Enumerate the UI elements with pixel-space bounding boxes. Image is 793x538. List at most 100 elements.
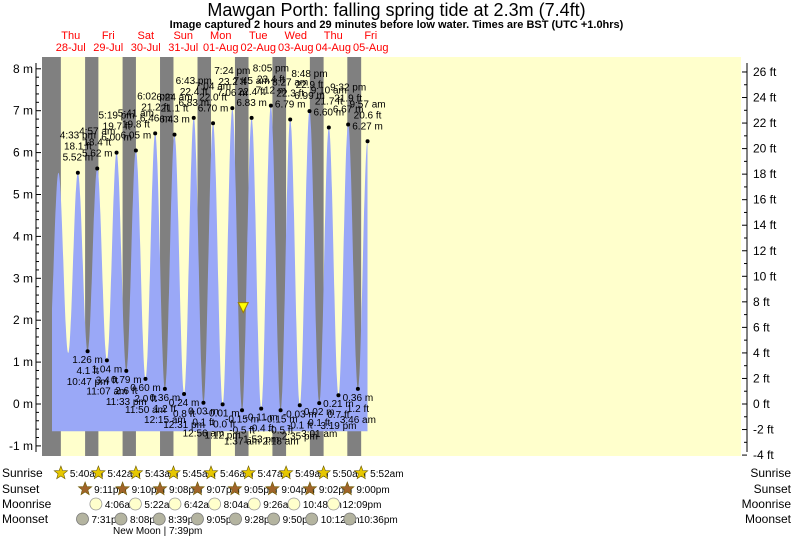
row-label-right: Sunrise: [750, 466, 791, 480]
tide-label: 22.4 ft: [180, 87, 208, 98]
moonrise-icon: [128, 497, 142, 511]
tide-point: [317, 401, 322, 406]
date-label: 01-Aug: [203, 42, 238, 54]
tide-label: 3:19 pm: [320, 421, 356, 432]
tide-label: -0.11 m: [245, 413, 278, 424]
tide-label: 6:02 pm: [137, 91, 173, 102]
tide-label: 1:53 pm: [243, 435, 279, 446]
tide-label: 4:57 am: [79, 127, 115, 138]
sunrise-icon: [53, 465, 69, 480]
tide-label: 6.67 m: [333, 105, 364, 116]
tide-label: 4.1 ft: [76, 366, 98, 377]
tide-label: 8:48 pm: [291, 69, 327, 80]
tide-label: 23.4 ft: [257, 75, 285, 86]
tide-label: 9:32 pm: [330, 83, 366, 94]
tide-label: 6.83 m: [236, 98, 267, 109]
sunrise-time: 5:42am: [107, 469, 140, 480]
tide-label: 0.36 m: [150, 393, 181, 404]
moonrise-icon: [208, 497, 222, 511]
sunrise-icon: [353, 465, 369, 480]
tide-label: 5.52 m: [63, 153, 94, 164]
tide-point: [153, 131, 158, 136]
tide-label: 8:27 am: [272, 77, 308, 88]
moonset-time: 10:12pm: [321, 515, 360, 526]
tide-label: 12:56 am: [183, 429, 225, 440]
day-of-week-label: Fri: [364, 30, 377, 42]
row-label-right: Moonset: [745, 512, 792, 526]
tide-label: 20.6 ft: [354, 110, 382, 121]
moonset-icon: [152, 512, 166, 526]
tide-label: 23.2 ft: [218, 77, 246, 88]
sunrise-icon: [203, 465, 219, 480]
tide-point: [182, 391, 187, 396]
tide-label: 6.27 m: [352, 121, 383, 132]
right-tick-label: 12 ft: [753, 244, 777, 258]
tide-label: 5:19 pm: [98, 111, 134, 122]
moonrise-icon: [327, 497, 340, 511]
moonset-icon: [191, 512, 204, 526]
tide-point: [85, 349, 90, 354]
right-tick-label: 2 ft: [753, 371, 770, 385]
tide-label: 7:45 am: [234, 76, 270, 87]
sunset-time: 9:08pm: [169, 485, 202, 496]
date-label: 04-Aug: [316, 42, 351, 54]
date-label: 05-Aug: [353, 42, 388, 54]
tide-point: [220, 402, 225, 407]
moonset-time: 9:28pm: [245, 515, 278, 526]
sunrise-icon: [241, 465, 257, 480]
tide-point: [191, 115, 196, 120]
tide-label: 1:12 pm: [205, 430, 241, 441]
tide-label: 1.2 ft: [154, 404, 176, 415]
tide-label: 6.99 m: [294, 91, 325, 102]
tide-point: [249, 115, 254, 120]
sunrise-time: 5:46am: [220, 469, 253, 480]
tide-label: 5.62 m: [82, 149, 113, 160]
tide-label: 1.26 m: [72, 355, 103, 366]
tide-label: 6:43 pm: [176, 76, 212, 87]
tide-label: 12:15 am: [144, 415, 186, 426]
tide-label: 6.46 m: [140, 113, 171, 124]
sunset-icon: [302, 481, 318, 496]
moonrise-time: 5:22am: [144, 500, 177, 511]
tide-label: 0.7 ft: [327, 410, 349, 421]
tide-label: 1.04 m: [92, 364, 123, 375]
moonrise-time: 10:48am: [303, 500, 342, 511]
sunset-time: 9:04pm: [281, 485, 314, 496]
date-label: 30-Jul: [131, 42, 161, 54]
moon-phase-label: New Moon | 7:39pm: [113, 526, 202, 537]
tide-point: [326, 125, 331, 130]
right-tick-label: 18 ft: [753, 167, 777, 181]
tide-label: 4:33 pm: [60, 131, 96, 142]
tide-label: 12:31 pm: [163, 420, 205, 431]
tide-label: 7:04 am: [195, 81, 231, 92]
moonrise-time: 9:26am: [263, 500, 296, 511]
tide-label: -0.01 m: [206, 408, 240, 419]
tide-label: 0.79 m: [111, 375, 142, 386]
left-tick-label: 1 m: [13, 355, 33, 369]
moonset-time: 10:36pm: [359, 515, 398, 526]
tide-label: 19.7 ft: [103, 122, 131, 133]
tide-label: 2:18 am: [263, 436, 299, 447]
tide-label: 7.12 m: [256, 86, 287, 97]
tide-label: 9:10 am: [311, 85, 347, 96]
tide-point: [162, 386, 167, 391]
left-tick-label: 4 m: [13, 229, 33, 243]
tide-label: 7:24 pm: [214, 66, 250, 77]
sunrise-time: 5:50am: [333, 469, 366, 480]
left-tick-label: 0 m: [13, 397, 33, 411]
tide-label: 0.36 m: [343, 393, 374, 404]
tide-label: 2.6 ft: [115, 386, 137, 397]
tide-label: 22.4 ft: [238, 87, 266, 98]
tide-label: 3.4 ft: [96, 375, 118, 386]
tide-point: [346, 122, 351, 127]
right-tick-label: 24 ft: [753, 91, 777, 105]
day-of-week-label: Thu: [324, 30, 343, 42]
tide-label: 22.3 ft: [276, 88, 304, 99]
tide-point: [278, 408, 283, 413]
moonset-icon: [114, 512, 128, 526]
sunset-icon: [227, 481, 243, 496]
sunset-icon: [264, 481, 280, 496]
tide-label: 0.24 m: [169, 398, 200, 409]
tide-label: 6.05 m: [121, 131, 152, 142]
